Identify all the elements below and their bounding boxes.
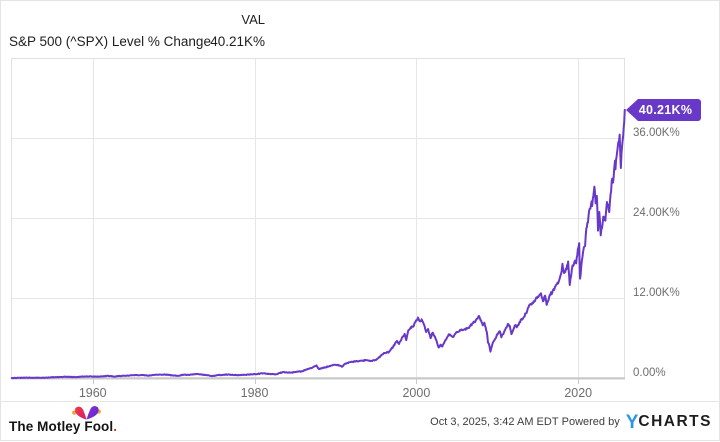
badge-arrow-icon [625, 98, 638, 121]
value-column-header: VAL [241, 12, 265, 27]
x-axis-label: 1980 [240, 386, 269, 400]
jester-hat-icon [72, 406, 101, 420]
timestamp: Oct 3, 2025, 3:42 AM EDT [430, 416, 559, 428]
series-latest-value: 40.21K% [210, 34, 265, 49]
y-axis-label: 12.00K% [633, 287, 680, 299]
motley-fool-wordmark-dot: . [113, 419, 118, 434]
ycharts-logo: Y CHARTS [626, 413, 712, 432]
y-axis-label: 0.00% [633, 367, 666, 379]
y-axis-label: 36.00K% [633, 127, 680, 139]
motley-fool-wordmark: The Motley Fool [9, 419, 114, 434]
footer-divider [1, 401, 719, 402]
y-axis-label: 24.00K% [633, 207, 680, 219]
ycharts-y-glyph: Y [625, 411, 639, 433]
series-name: S&P 500 (^SPX) Level % Change [9, 34, 211, 49]
x-axis-label: 1960 [78, 386, 107, 400]
badge-value: 40.21K% [637, 98, 702, 121]
ycharts-wordmark: CHARTS [638, 413, 712, 430]
last-value-badge: 40.21K% [625, 98, 702, 121]
powered-by-label: Powered by [558, 416, 620, 428]
x-axis-label: 2000 [402, 386, 431, 400]
x-axis-label: 2020 [564, 386, 593, 400]
series-line [10, 108, 626, 380]
motley-fool-logo: The Motley Fool. [9, 419, 117, 434]
footer-meta: Oct 3, 2025, 3:42 AM EDT Powered by Y CH… [430, 407, 712, 437]
